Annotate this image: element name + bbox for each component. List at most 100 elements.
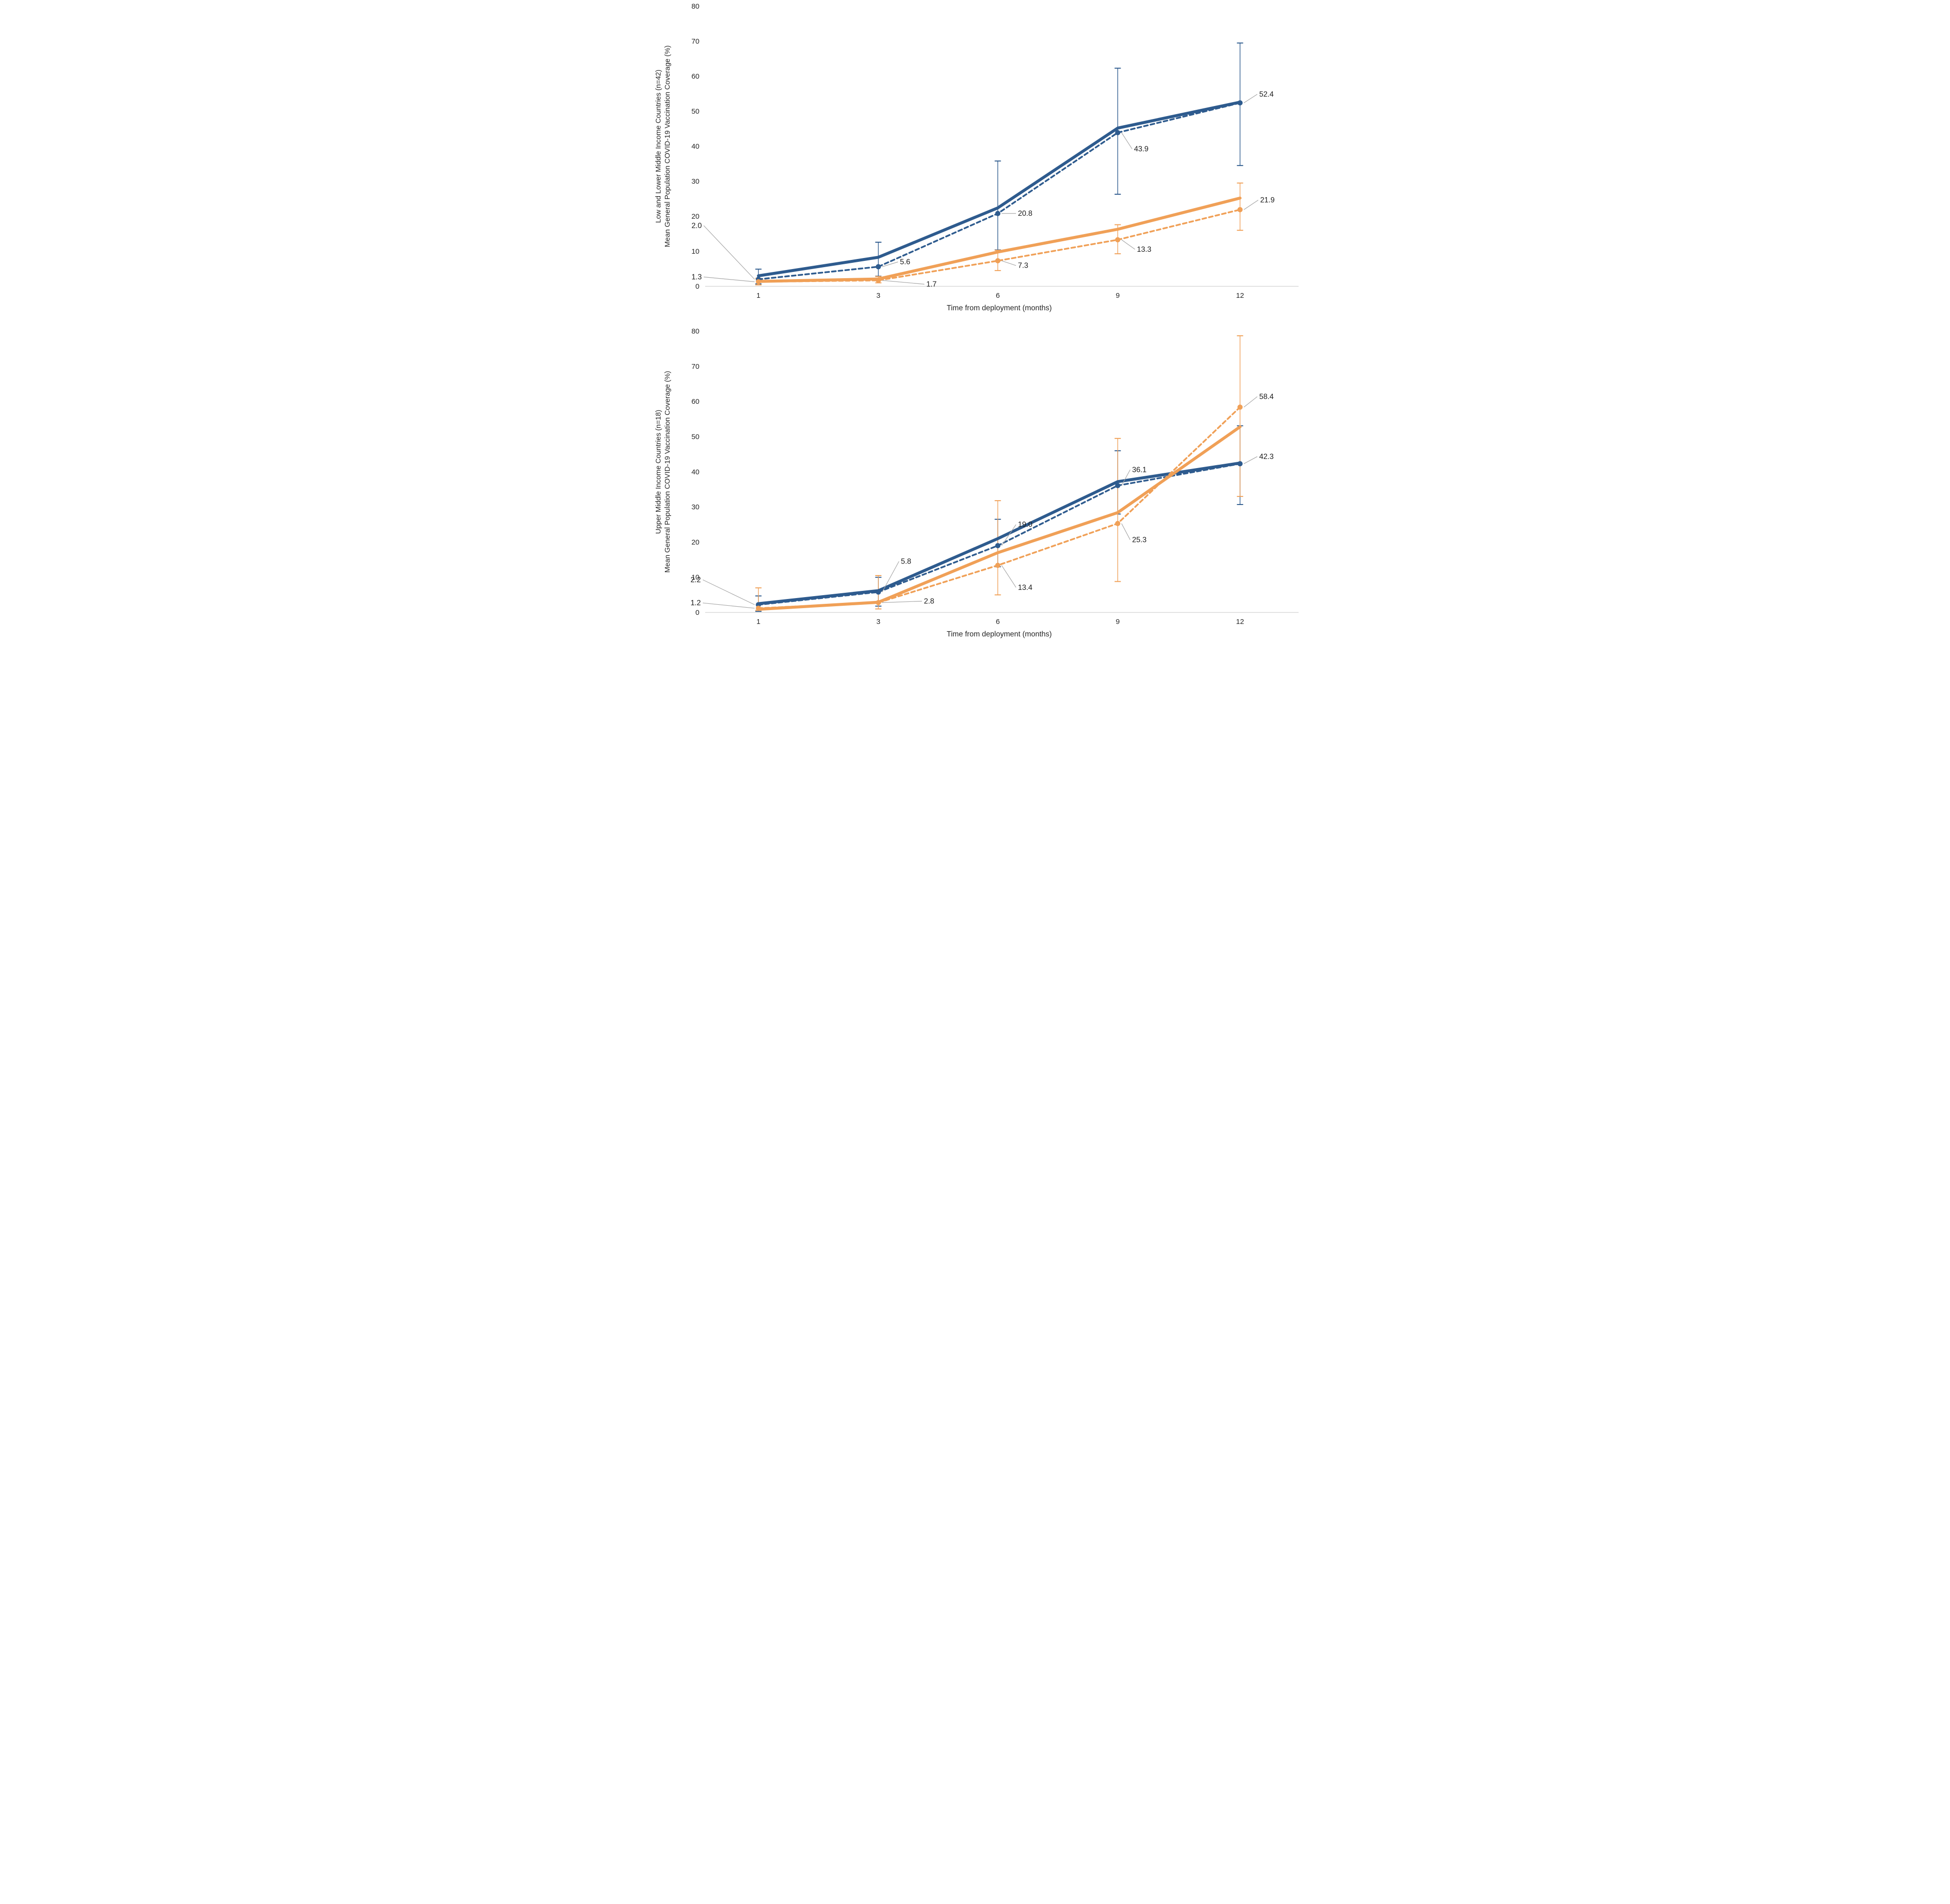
y-tick-label: 50 [691,107,699,116]
blue-dashed-data-labels: 2.0 5.6 20.8 43.9 52.4 [691,90,1274,280]
x-axis-tick-labels: 1 3 6 9 12 [756,618,1244,626]
x-tick-label: 6 [996,292,1000,300]
blue-solid-line [756,461,1242,605]
x-tick-label: 9 [1116,618,1120,626]
label-leader-line [882,561,899,592]
x-tick-label: 3 [876,292,880,300]
x-axis-tick-labels: 1 3 6 9 12 [756,292,1244,300]
label-leader-line [1243,396,1258,408]
blue-dashed-markers [756,461,1243,608]
y-tick-label: 30 [691,177,699,186]
data-label: 2.8 [924,597,934,605]
data-label: 20.8 [1018,210,1032,218]
label-leader-line [882,261,898,267]
data-label: 52.4 [1259,90,1274,98]
y-axis-tick-labels: 0 10 20 30 40 50 60 70 80 [691,2,699,291]
label-leader-line [1121,523,1131,540]
data-point-marker [875,278,881,283]
y-tick-label: 40 [691,142,699,151]
label-leader-line [1243,200,1259,210]
label-leader-line [703,276,755,282]
data-point-marker [756,279,761,284]
blue-dashed-line [757,463,1241,606]
data-label: 13.3 [1137,246,1151,254]
y-tick-label: 20 [691,538,699,546]
blue-error-bars [755,425,1243,612]
data-label: 5.6 [900,258,910,266]
data-label: 5.8 [901,557,911,565]
chart-llmic: 0 10 20 30 40 50 60 70 80 1 3 6 9 12 Time from deploym… [650,0,1300,317]
y-tick-label: 70 [691,363,699,371]
x-axis-title: Time from deployment (months) [946,630,1052,638]
label-leader-line [702,579,755,605]
orange-dashed-data-labels: 1.2 2.8 13.4 25.3 58.4 [690,393,1274,609]
label-leader-line [1001,260,1016,266]
orange-solid-line [756,425,1242,611]
y-tick-label: 50 [691,433,699,441]
data-label: 42.3 [1259,453,1274,461]
data-point-marker [1115,482,1121,488]
y-tick-label: 10 [691,574,699,582]
data-point-marker [1237,100,1243,106]
data-point-marker [1237,207,1243,212]
data-label: 19.0 [1018,521,1033,529]
data-point-marker [875,264,881,270]
x-tick-label: 1 [756,618,760,626]
data-point-marker [995,258,1001,264]
data-point-marker [875,589,881,595]
x-tick-label: 1 [756,292,760,300]
y-axis-title: Upper Middle Income Countries (n=18) Mean… [654,371,672,573]
blue-error-bars [755,42,1243,284]
blue-dashed-data-labels: 2.2 5.8 19.0 36.1 42.3 [690,453,1274,605]
x-axis-title: Time from deployment (months) [946,304,1052,312]
vaccination-coverage-figure: 0 10 20 30 40 50 60 70 80 1 3 6 9 12 Time from deploym… [650,0,1300,646]
y-tick-label: 60 [691,398,699,406]
label-leader-line [1121,470,1131,486]
y-tick-label: 80 [691,328,699,336]
data-point-marker [995,211,1001,216]
orange-dashed-data-labels: 1.3 1.7 7.3 13.3 21.9 [691,196,1275,288]
data-point-marker [1115,237,1121,243]
data-point-marker [1237,404,1243,410]
data-point-marker [995,543,1001,549]
data-label: 2.0 [691,222,702,230]
data-label: 2.2 [690,576,701,584]
data-label: 1.2 [690,599,701,607]
data-label: 43.9 [1134,145,1148,153]
y-tick-label: 40 [691,468,699,476]
y-tick-label: 20 [691,212,699,221]
y-tick-label: 70 [691,37,699,46]
data-point-marker [875,600,881,605]
data-point-marker [756,605,761,611]
orange-dashed-markers [756,207,1243,284]
data-point-marker [1237,461,1243,467]
x-tick-label: 6 [996,618,1000,626]
y-tick-label: 10 [691,247,699,256]
umic-line-chart: 0 10 20 30 40 50 60 70 80 1 3 6 9 12 Time from deploym… [654,328,1299,638]
label-leader-line [1121,132,1133,149]
x-tick-label: 12 [1236,618,1244,626]
llmic-line-chart: 0 10 20 30 40 50 60 70 80 1 3 6 9 12 Time from deploym… [654,2,1299,312]
label-leader-line [703,225,755,280]
data-label: 25.3 [1132,536,1146,544]
data-label: 1.7 [926,281,937,289]
data-label: 1.3 [691,273,702,282]
data-label: 13.4 [1018,584,1033,592]
label-leader-line [882,600,922,603]
label-leader-line [1243,94,1258,103]
data-point-marker [1115,521,1121,526]
blue-solid-line [756,100,1242,278]
y-axis-title: Low and Lower Middle Income Countries (n… [654,46,672,247]
x-tick-label: 3 [876,618,880,626]
data-label: 36.1 [1132,466,1146,474]
orange-error-bars [755,182,1243,286]
data-label: 21.9 [1260,196,1275,204]
y-tick-label: 30 [691,503,699,511]
label-leader-line [1243,456,1258,464]
orange-dashed-line [757,406,1241,610]
data-label: 58.4 [1259,393,1274,401]
data-point-marker [1115,130,1121,135]
data-point-marker [995,563,1001,568]
y-axis-tick-labels: 0 10 20 30 40 50 60 70 80 [691,328,699,617]
orange-dashed-markers [756,404,1243,611]
